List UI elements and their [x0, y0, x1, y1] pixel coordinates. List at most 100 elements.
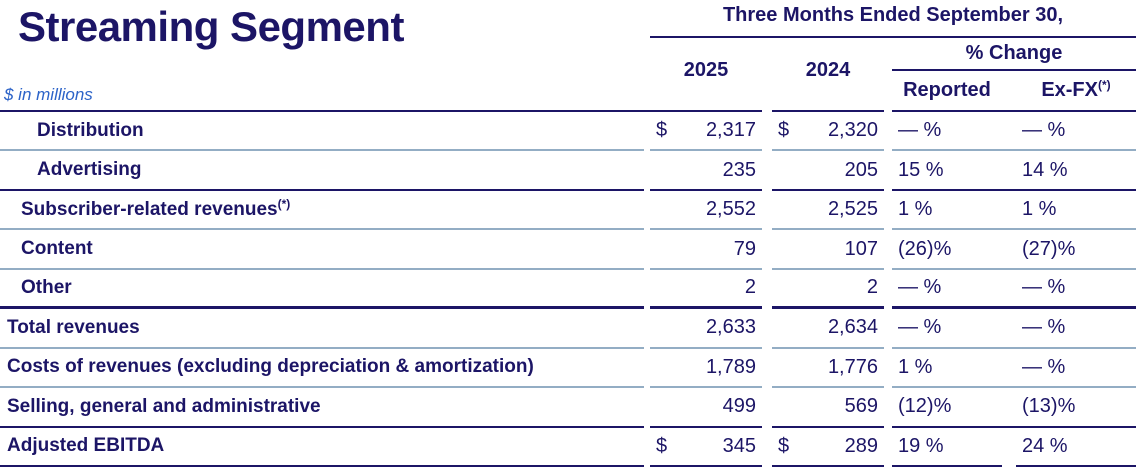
row-label: Adjusted EBITDA — [0, 428, 644, 467]
pct-exfx: — % — [1016, 309, 1136, 349]
header-right: Three Months Ended September 30, 2025 20… — [650, 0, 1136, 112]
value-2024: 205 — [772, 151, 884, 191]
column-gap — [884, 38, 892, 112]
col-header-pct-change: % Change — [892, 38, 1136, 71]
column-gap — [1002, 230, 1016, 270]
pct-reported: 19 % — [892, 428, 1002, 467]
pct-value: 1 % — [898, 355, 933, 378]
pct-value: (12)% — [898, 395, 952, 418]
row-label-text: Other — [21, 276, 72, 298]
column-gap — [762, 112, 772, 151]
amount: 2,525 — [827, 198, 878, 221]
column-gap — [1002, 71, 1016, 110]
value-2025: 2,552 — [650, 191, 762, 231]
column-gap — [762, 230, 772, 269]
pct-value: 14 % — [1022, 158, 1068, 181]
column-gap — [762, 349, 772, 388]
column-gap — [884, 309, 892, 348]
amount: 1,776 — [827, 355, 878, 378]
currency-symbol: $ — [656, 434, 668, 457]
pct-value: (13)% — [1022, 395, 1076, 418]
row-label-text: Content — [21, 238, 93, 260]
amount: 289 — [844, 434, 878, 457]
column-gap — [1002, 309, 1016, 349]
row-label: Subscriber-related revenues (*) — [0, 191, 644, 231]
pct-reported: 1 % — [892, 349, 1002, 389]
row-label-text: Selling, general and administrative — [7, 395, 321, 417]
row-label-text: Costs of revenues (excluding depreciatio… — [7, 356, 534, 378]
pct-change-group: % Change Reported Ex-FX (*) — [892, 38, 1136, 112]
currency-symbol: $ — [778, 119, 790, 142]
row-label-text: Adjusted EBITDA — [7, 435, 165, 457]
value-2024: 1,776 — [772, 349, 884, 389]
col-header-2024: 2024 — [772, 38, 884, 112]
column-gap — [762, 428, 772, 467]
table-row: Total revenues 2,633 2,634 — % — % — [0, 309, 1136, 349]
value-2025: 2 — [650, 270, 762, 310]
row-label: Other — [0, 270, 644, 310]
table-row: Advertising 235 205 15 % 14 % — [0, 151, 1136, 191]
column-gap — [1002, 191, 1016, 231]
pct-value: — % — [1022, 355, 1066, 378]
column-gap — [884, 112, 892, 151]
table-row: Subscriber-related revenues (*) 2,552 2,5… — [0, 191, 1136, 231]
header-left: Streaming Segment $ in millions — [0, 0, 650, 112]
row-label-text: Total revenues — [7, 316, 140, 338]
header: Streaming Segment $ in millions Three Mo… — [0, 0, 1136, 112]
column-gap — [1002, 349, 1016, 389]
pct-value: — % — [1022, 276, 1066, 299]
amount: 205 — [844, 158, 878, 181]
row-label-text: Subscriber-related revenues — [21, 198, 278, 220]
column-gap — [762, 270, 772, 309]
pct-value: — % — [1022, 119, 1066, 142]
table-row: Costs of revenues (excluding depreciatio… — [0, 349, 1136, 389]
period-header: Three Months Ended September 30, — [650, 0, 1136, 38]
amount: 2,633 — [705, 316, 756, 339]
column-headers: 2025 2024 % Change Reported Ex-FX (*) — [650, 38, 1136, 112]
amount: 345 — [722, 434, 756, 457]
footnote-marker: (*) — [1098, 77, 1111, 92]
page-title: Streaming Segment — [18, 3, 404, 50]
column-gap — [1002, 388, 1016, 428]
value-2024: 569 — [772, 388, 884, 428]
amount: 2 — [744, 276, 756, 299]
value-2025: 79 — [650, 230, 762, 270]
pct-value: 1 % — [1022, 198, 1057, 221]
pct-exfx: — % — [1016, 349, 1136, 389]
row-label: Advertising — [0, 151, 644, 191]
pct-value: — % — [898, 316, 942, 339]
col-header-reported: Reported — [903, 79, 991, 101]
pct-reported: — % — [892, 270, 1002, 310]
amount: 2,552 — [705, 198, 756, 221]
col-header-exfx: Ex-FX (*) — [1016, 71, 1136, 110]
row-label-text: Advertising — [37, 159, 142, 181]
pct-reported: (26)% — [892, 230, 1002, 270]
value-2024: $289 — [772, 428, 884, 467]
column-gap — [884, 230, 892, 269]
pct-value: 19 % — [898, 434, 944, 457]
units-note: $ in millions — [4, 85, 93, 104]
table-row: Selling, general and administrative 499 … — [0, 388, 1136, 428]
value-2024: 107 — [772, 230, 884, 270]
pct-exfx: (27)% — [1016, 230, 1136, 270]
pct-value: (27)% — [1022, 237, 1076, 260]
currency-symbol: $ — [778, 434, 790, 457]
value-2025: 235 — [650, 151, 762, 191]
pct-exfx: (13)% — [1016, 388, 1136, 428]
table-row: Distribution $2,317 $2,320 — % — % — [0, 112, 1136, 152]
pct-value: 1 % — [898, 198, 933, 221]
value-2025: 499 — [650, 388, 762, 428]
pct-value: 24 % — [1022, 434, 1068, 457]
column-gap — [762, 388, 772, 427]
value-2024: 2 — [772, 270, 884, 310]
column-gap — [1002, 428, 1016, 467]
value-2024: 2,525 — [772, 191, 884, 231]
amount: 107 — [844, 237, 878, 260]
amount: 2 — [866, 276, 878, 299]
column-gap — [1002, 112, 1016, 152]
value-2024: 2,634 — [772, 309, 884, 349]
amount: 2,317 — [705, 119, 756, 142]
pct-exfx: — % — [1016, 112, 1136, 152]
column-gap — [884, 151, 892, 190]
row-label: Total revenues — [0, 309, 644, 349]
